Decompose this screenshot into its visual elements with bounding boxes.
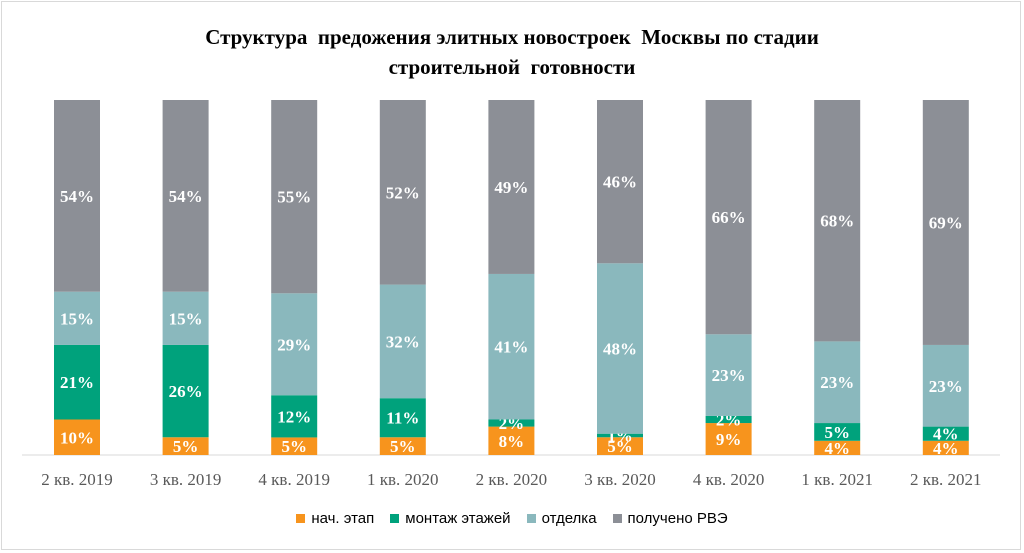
x-tick-label-6: 3 кв. 2020 xyxy=(584,470,656,489)
bar-segment-4-7 xyxy=(705,100,752,335)
data-label-4-2: 54% xyxy=(169,187,203,206)
x-tick-label-1: 2 кв. 2019 xyxy=(41,470,113,489)
data-label-1-1: 10% xyxy=(60,428,94,447)
bar-segment-2-3 xyxy=(271,395,318,438)
data-label-4-6: 46% xyxy=(603,173,637,192)
chart-title-line-1: Структура предожения элитных новостроек … xyxy=(205,25,819,49)
x-tick-label-7: 4 кв. 2020 xyxy=(693,470,765,489)
legend: нач. этап монтаж этажей отделка получено РВ… xyxy=(0,510,1024,527)
bar-segment-2-7 xyxy=(705,415,752,424)
bar-segment-2-9 xyxy=(922,426,969,441)
data-label-3-1: 15% xyxy=(60,309,94,328)
bar-segment-3-4 xyxy=(379,284,426,399)
x-tick-label-9: 2 кв. 2021 xyxy=(910,470,982,489)
data-label-3-5: 41% xyxy=(494,338,528,357)
legend-label-2: монтаж этажей xyxy=(405,510,511,527)
data-label-1-5: 8% xyxy=(499,432,525,451)
bar-segment-3-9 xyxy=(922,344,969,427)
data-label-2-4: 11% xyxy=(386,409,419,428)
bar-segment-4-8 xyxy=(814,100,861,342)
bar-segment-3-3 xyxy=(271,293,318,396)
bar-segment-1-1 xyxy=(54,419,100,455)
x-tick-label-4: 1 кв. 2020 xyxy=(367,470,439,489)
bar-segment-2-4 xyxy=(379,398,426,438)
bar-segment-4-4 xyxy=(379,100,426,285)
legend-label-1: нач. этап xyxy=(311,510,375,527)
chart-title-line-2: строительной готовности xyxy=(388,55,636,79)
bar-segment-4-9 xyxy=(922,100,969,345)
legend-item-3: отделка xyxy=(526,510,597,527)
data-label-3-9: 23% xyxy=(929,377,963,396)
data-label-4-5: 49% xyxy=(494,178,528,197)
data-label-3-3: 29% xyxy=(277,335,311,354)
x-tick-label-8: 1 кв. 2021 xyxy=(801,470,873,489)
data-label-1-8: 4% xyxy=(824,439,850,458)
chart-title: Структура предожения элитных новостроек … xyxy=(0,22,1024,82)
data-label-3-8: 23% xyxy=(820,373,854,392)
bar-segment-3-5 xyxy=(488,273,535,420)
data-label-4-1: 54% xyxy=(60,187,94,206)
bar-segment-1-6 xyxy=(597,437,643,455)
legend-item-2: монтаж этажей xyxy=(390,510,511,527)
legend-label-4: получено РВЭ xyxy=(627,510,728,527)
data-label-3-7: 23% xyxy=(712,366,746,385)
data-label-4-3: 55% xyxy=(277,188,311,207)
data-label-3-2: 15% xyxy=(169,309,203,328)
data-label-1-4: 5% xyxy=(390,437,416,456)
legend-swatch-1 xyxy=(296,514,306,523)
bar-segment-3-2 xyxy=(162,291,209,345)
data-label-2-1: 21% xyxy=(60,373,94,392)
data-label-1-2: 5% xyxy=(173,437,199,456)
legend-swatch-4 xyxy=(612,514,622,523)
bar-segment-4-1 xyxy=(54,100,100,292)
bar-segment-2-5 xyxy=(488,419,535,427)
data-label-1-9: 4% xyxy=(933,439,959,458)
data-label-2-3: 12% xyxy=(277,407,311,426)
bar-segment-1-9 xyxy=(922,440,969,455)
bar-segment-2-6 xyxy=(597,433,643,438)
legend-item-1: нач. этап xyxy=(296,510,374,527)
data-label-3-6: 48% xyxy=(603,340,637,359)
legend-swatch-2 xyxy=(390,514,400,523)
data-label-2-2: 26% xyxy=(169,382,203,401)
data-label-1-6: 5% xyxy=(607,437,633,456)
bar-segment-1-4 xyxy=(379,437,426,455)
bar-segment-4-2 xyxy=(162,100,209,292)
data-label-1-7: 9% xyxy=(716,430,742,449)
bar-segment-1-8 xyxy=(814,440,861,455)
bar-segment-1-7 xyxy=(705,423,752,455)
legend-label-3: отделка xyxy=(541,510,597,527)
legend-item-4: получено РВЭ xyxy=(612,510,728,527)
legend-swatch-3 xyxy=(526,514,536,523)
data-label-1-3: 5% xyxy=(281,437,307,456)
bar-segment-1-3 xyxy=(271,437,318,455)
bar-segment-1-2 xyxy=(162,437,209,455)
bar-segment-3-1 xyxy=(54,291,100,345)
data-label-2-8: 5% xyxy=(824,423,850,442)
bar-segment-2-2 xyxy=(162,344,209,438)
bar-segment-3-7 xyxy=(705,334,752,416)
bar-segment-4-3 xyxy=(271,100,318,294)
data-label-4-8: 68% xyxy=(820,212,854,231)
bar-segment-2-8 xyxy=(814,423,861,441)
bar-segment-2-1 xyxy=(54,344,100,420)
data-label-3-4: 32% xyxy=(386,332,420,351)
bar-segment-4-5 xyxy=(488,100,535,274)
x-tick-label-3: 4 кв. 2019 xyxy=(258,470,330,489)
x-tick-label-2: 3 кв. 2019 xyxy=(150,470,222,489)
data-label-4-7: 66% xyxy=(712,208,746,227)
bar-segment-4-6 xyxy=(597,100,643,264)
bar-segment-3-8 xyxy=(814,341,861,424)
data-label-4-9: 69% xyxy=(929,213,963,232)
bar-segment-3-6 xyxy=(597,263,643,434)
bar-segment-1-5 xyxy=(488,426,535,455)
x-tick-label-5: 2 кв. 2020 xyxy=(476,470,548,489)
data-label-2-9: 4% xyxy=(933,425,959,444)
data-label-4-4: 52% xyxy=(386,183,420,202)
